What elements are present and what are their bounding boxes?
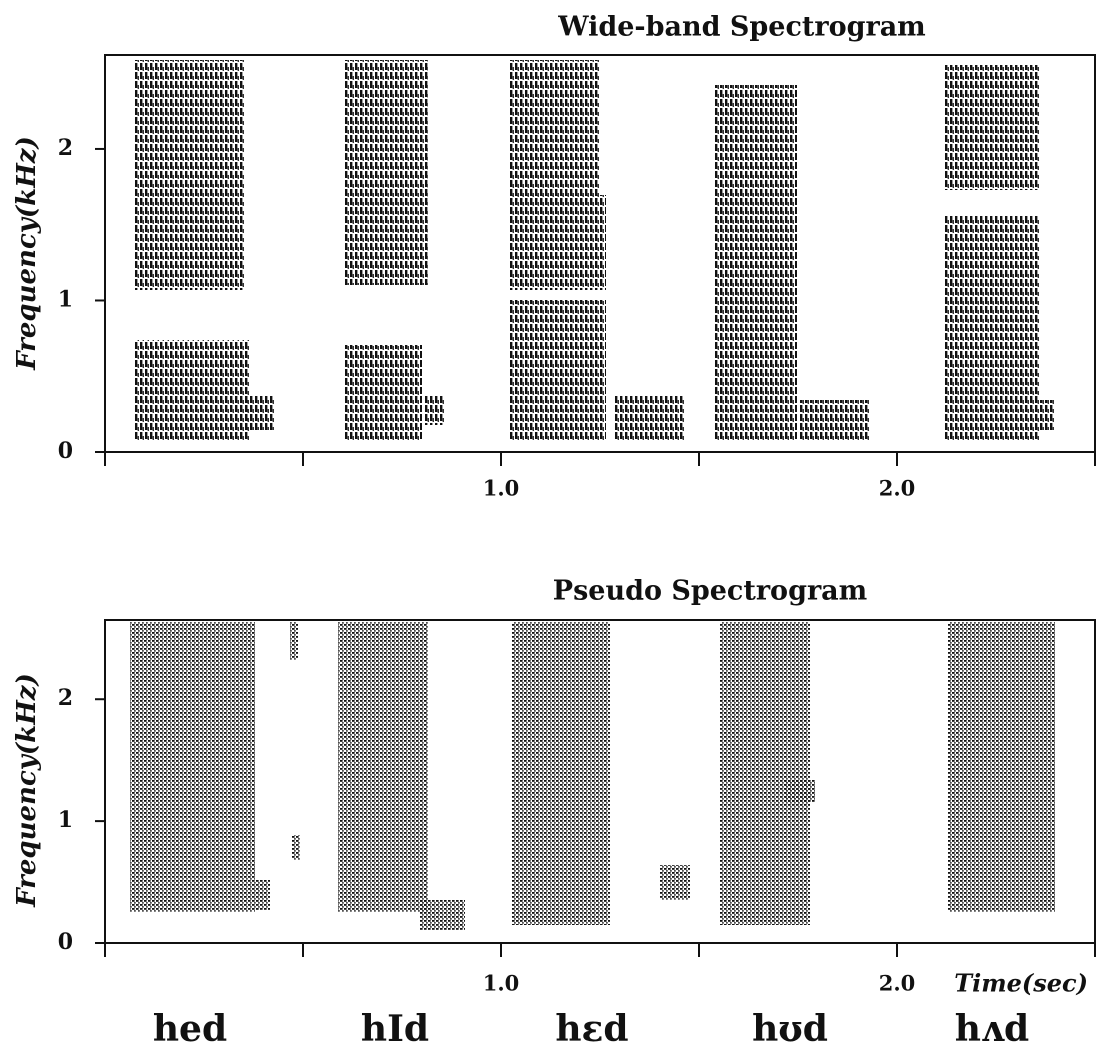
spectral-energy	[945, 215, 1040, 440]
spectral-energy	[245, 395, 275, 430]
spectral-energy	[1040, 400, 1055, 430]
spectral-energy	[510, 300, 606, 440]
spectral-energy	[135, 60, 245, 290]
plot-frame	[104, 619, 1096, 944]
plot-frame	[104, 54, 1096, 453]
y-tick-label: 1	[58, 286, 73, 312]
spectral-energy	[425, 395, 445, 425]
spectral-energy	[510, 195, 606, 290]
y-axis-label: Frequency(kHz)	[12, 136, 42, 371]
spectral-energy	[130, 622, 255, 912]
spectral-energy	[715, 85, 797, 440]
spectral-energy	[948, 622, 1055, 912]
x-tick-label: 2.0	[879, 971, 916, 996]
spectral-energy	[512, 622, 610, 925]
y-tick-label: 1	[58, 807, 73, 833]
spectral-energy	[420, 900, 465, 930]
y-tick-label: 2	[58, 135, 73, 161]
x-tick-label: 1.0	[483, 476, 520, 501]
y-tick-label: 2	[58, 685, 73, 711]
x-tick-label: 2.0	[879, 476, 916, 501]
chart-title: Wide-band Spectrogram	[557, 12, 926, 43]
spectral-energy	[338, 622, 428, 912]
vowel-label: hʊd	[752, 1008, 828, 1050]
spectral-energy	[292, 835, 300, 860]
y-axis-label: Frequency(kHz)	[12, 673, 42, 908]
spectral-energy	[785, 780, 815, 802]
spectral-energy	[800, 400, 870, 440]
y-tick-label: 0	[58, 929, 73, 955]
spectral-energy	[290, 622, 298, 660]
chart-title: Pseudo Spectrogram	[553, 576, 867, 607]
vowel-label: hId	[361, 1008, 429, 1050]
spectral-energy	[660, 865, 690, 900]
vowel-label: hed	[153, 1008, 227, 1050]
y-tick-label: 0	[58, 438, 73, 464]
spectral-energy	[345, 60, 428, 285]
vowel-label: hεd	[555, 1008, 628, 1050]
x-axis-label: Time(sec)	[954, 969, 1088, 998]
spectral-energy	[510, 60, 600, 200]
vowel-label: hʌd	[955, 1008, 1029, 1050]
spectral-energy	[615, 395, 685, 440]
x-tick-label: 1.0	[483, 971, 520, 996]
spectral-energy	[135, 340, 250, 440]
spectral-energy	[720, 622, 810, 925]
spectral-energy	[255, 880, 270, 910]
spectral-energy	[345, 345, 422, 440]
spectral-energy	[945, 65, 1040, 190]
